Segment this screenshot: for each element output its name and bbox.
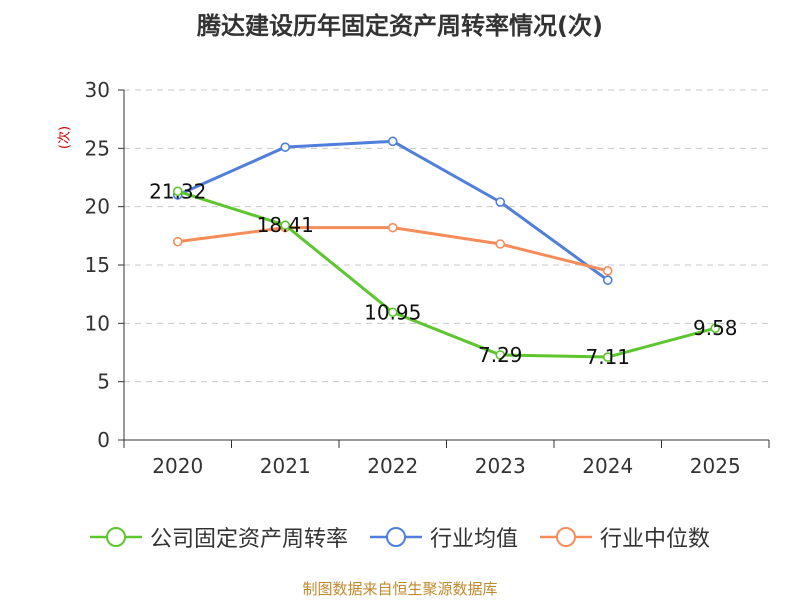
x-tick-label-2021: 2021 <box>260 454 311 478</box>
gridlines <box>124 89 769 383</box>
y-tick-label: 30 <box>85 78 110 102</box>
legend-item-0[interactable]: 公司固定资产周转率 <box>89 521 348 553</box>
legend-item-1[interactable]: 行业均值 <box>369 521 518 553</box>
source-note: 制图数据来自恒生聚源数据库 <box>302 580 498 598</box>
x-tick-label-2020: 2020 <box>152 454 203 478</box>
data-point-1-2024[interactable] <box>602 275 613 285</box>
y-tick-label: 5 <box>97 370 110 394</box>
y-tick-label: 0 <box>97 428 110 452</box>
y-tick-label: 15 <box>85 253 110 277</box>
data-point-1-2022[interactable] <box>387 136 398 147</box>
data-label-2025: 9.58 <box>693 316 738 340</box>
data-point-1-2023[interactable] <box>495 197 506 207</box>
legend-label: 公司固定资产周转率 <box>149 527 348 552</box>
y-tick-label: 25 <box>85 136 110 160</box>
data-point-1-2021[interactable] <box>280 142 291 152</box>
legend-swatch-icon <box>540 527 592 547</box>
y-tick-label: 20 <box>85 195 110 219</box>
x-tick-label-2025: 2025 <box>690 454 741 478</box>
legend-label: 行业中位数 <box>600 527 711 552</box>
data-point-0-2022[interactable] <box>387 307 398 318</box>
data-point-2-2023[interactable] <box>495 239 506 249</box>
data-point-2-2024[interactable] <box>602 266 613 276</box>
legend: 公司固定资产周转率 行业均值 行业中位数 <box>0 520 800 554</box>
legend-swatch-icon <box>89 527 142 547</box>
data-point-0-2024[interactable] <box>602 352 613 362</box>
legend-label: 行业均值 <box>429 527 518 552</box>
chart-title: 腾达建设历年固定资产周转率情况(次) <box>197 12 603 40</box>
x-tick-label-2024: 2024 <box>582 454 633 478</box>
legend-item-2[interactable]: 行业中位数 <box>540 521 710 553</box>
data-label-2023: 7.29 <box>478 343 523 367</box>
legend-swatch-icon <box>369 527 422 547</box>
data-point-0-2021[interactable] <box>280 220 291 231</box>
data-point-0-2023[interactable] <box>495 350 506 360</box>
data-point-2-2020[interactable] <box>172 236 183 247</box>
series <box>172 136 721 362</box>
x-tick-label-2022: 2022 <box>367 454 418 478</box>
data-point-0-2020[interactable] <box>172 186 183 197</box>
data-point-0-2025[interactable] <box>710 323 721 334</box>
data-label-2021: 18.41 <box>257 213 314 237</box>
data-label-2024: 7.11 <box>585 345 630 369</box>
data-point-2-2022[interactable] <box>387 222 398 233</box>
series-line-0 <box>177 189 716 359</box>
x-tick-label-2023: 2023 <box>475 454 526 478</box>
data-label-2020: 21.32 <box>149 179 206 203</box>
y-tick-label: 10 <box>85 311 110 335</box>
data-labels: 21.32 18.41 10.95 7.29 7.11 9.58 <box>149 179 737 369</box>
data-label-2022: 10.95 <box>364 300 421 324</box>
